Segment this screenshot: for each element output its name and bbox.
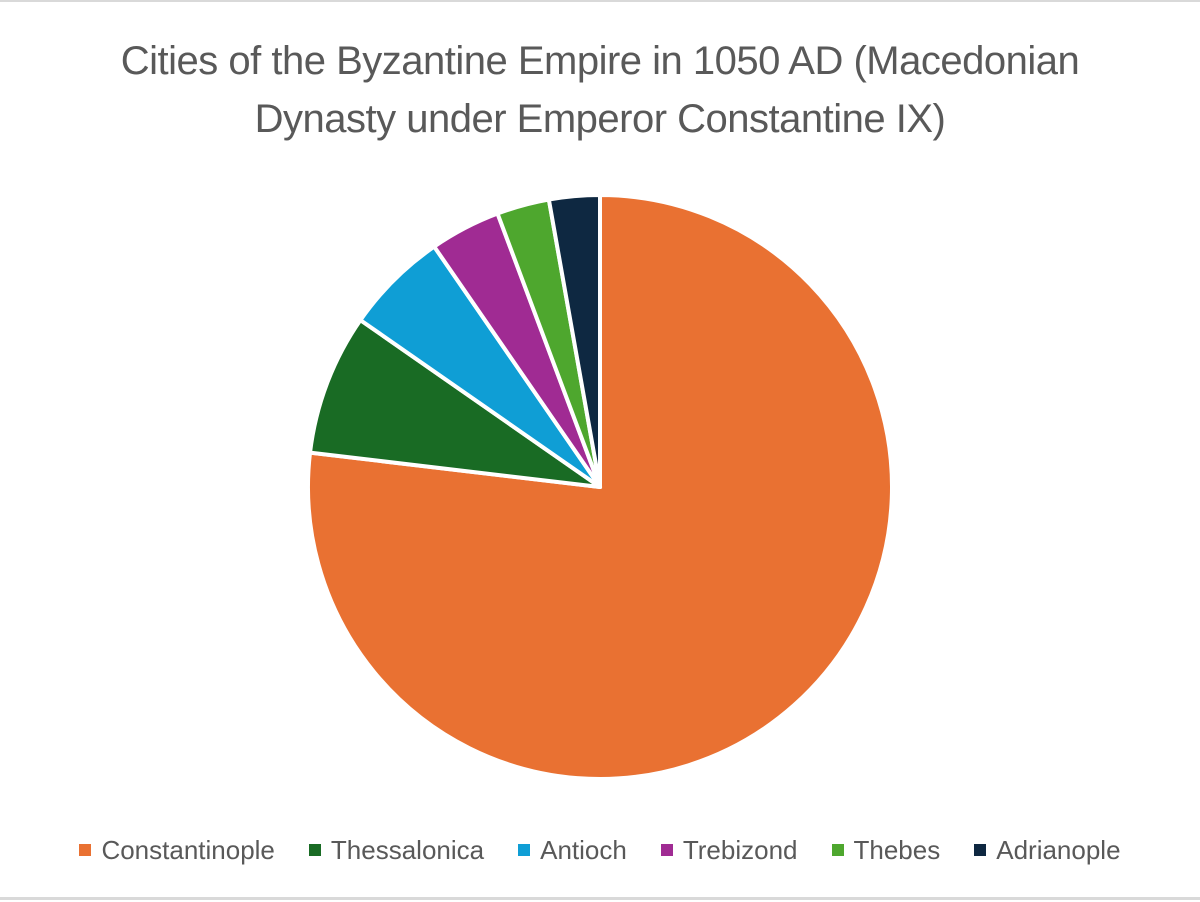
- legend-swatch-constantinople: [79, 844, 92, 856]
- pie-slice-thessalonica: [308, 318, 602, 489]
- legend-swatch-trebizond: [660, 844, 673, 856]
- chart-legend: Constantinople Thessalonica Antioch Treb…: [0, 830, 1200, 870]
- legend-swatch-adrianople: [974, 844, 987, 856]
- chart-title-line-1: Cities of the Byzantine Empire in 1050 A…: [120, 39, 1080, 83]
- chart-title-line-2: Dynasty under Emperor Constantine IX): [254, 97, 946, 141]
- legend-item-thebes: Thebes: [831, 834, 941, 866]
- legend-label: Trebizond: [682, 834, 798, 865]
- legend-label: Constantinople: [101, 834, 275, 865]
- pie-slices: [306, 193, 894, 781]
- legend-item-trebizond: Trebizond: [660, 834, 798, 866]
- legend-label: Thessalonica: [330, 834, 485, 865]
- legend-label: Adrianople: [996, 834, 1121, 865]
- legend-label: Thebes: [853, 834, 941, 865]
- chart-title: Cities of the Byzantine Empire in 1050 A…: [0, 32, 1200, 148]
- legend-item-constantinople: Constantinople: [79, 834, 275, 866]
- legend-swatch-antioch: [518, 844, 531, 856]
- legend-item-antioch: Antioch: [518, 835, 627, 866]
- pie-slice-adrianople: [546, 193, 602, 489]
- legend-swatch-thessalonica: [308, 844, 321, 856]
- legend-item-adrianople: Adrianople: [974, 834, 1121, 866]
- legend-label: Antioch: [540, 834, 627, 865]
- legend-item-thessalonica: Thessalonica: [308, 834, 485, 866]
- legend-swatch-thebes: [831, 844, 844, 856]
